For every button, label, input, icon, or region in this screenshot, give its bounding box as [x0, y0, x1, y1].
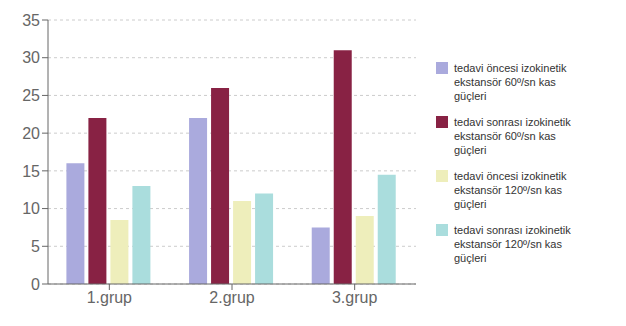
svg-text:10: 10	[22, 200, 40, 217]
svg-text:25: 25	[22, 87, 40, 104]
svg-text:2.grup: 2.grup	[209, 289, 254, 306]
html-text:tedavi sonrası izokinetik ekst: tedavi sonrası izokinetik ekstansör 120º…	[454, 224, 571, 264]
svg-text:3.grup: 3.grup	[332, 289, 377, 306]
html-text:tedavi öncesi izokinetik eksta: tedavi öncesi izokinetik ekstansör 120º/…	[454, 170, 567, 210]
svg-text:30: 30	[22, 49, 40, 66]
html-text:tedavi sonrası izokinetik ekst: tedavi sonrası izokinetik ekstansör 60º/…	[454, 116, 571, 156]
svg-text:15: 15	[22, 163, 40, 180]
svg-text:5: 5	[31, 238, 40, 255]
svg-text:35: 35	[22, 12, 40, 29]
svg-text:0: 0	[31, 276, 40, 293]
svg-text:1.grup: 1.grup	[87, 289, 132, 306]
svg-text:20: 20	[22, 125, 40, 142]
html-text:tedavi öncesi izokinetik eksta: tedavi öncesi izokinetik ekstansör 60º/s…	[454, 62, 567, 102]
